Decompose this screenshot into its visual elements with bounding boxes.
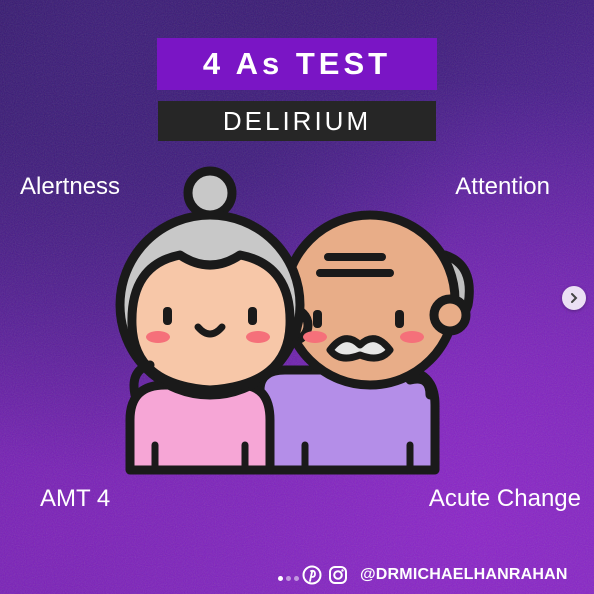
label-alertness: Alertness [20,173,121,200]
title-text: 4 As TEST [202,46,392,81]
subtitle-banner: DELIRIUM [158,101,436,141]
author-handle: @DRMICHAELHANRAHAN [360,566,568,583]
pinterest-icon [302,565,322,585]
label-acute-change: Acute Change [428,485,581,512]
instagram-icon [329,566,347,584]
carousel-dots [278,576,299,581]
carousel-dot-active[interactable] [278,576,283,581]
social-icons [302,565,348,585]
title-banner: 4 As TEST [157,38,437,90]
carousel-dot[interactable] [286,576,291,581]
carousel-next-button[interactable] [562,286,586,310]
label-amt4: AMT 4 [40,485,111,512]
elderly-couple-illustration [115,166,474,475]
label-attention: Attention [455,173,550,200]
subtitle-text: DELIRIUM [222,105,372,136]
carousel-dot[interactable] [294,576,299,581]
chevron-right-icon [571,293,578,303]
